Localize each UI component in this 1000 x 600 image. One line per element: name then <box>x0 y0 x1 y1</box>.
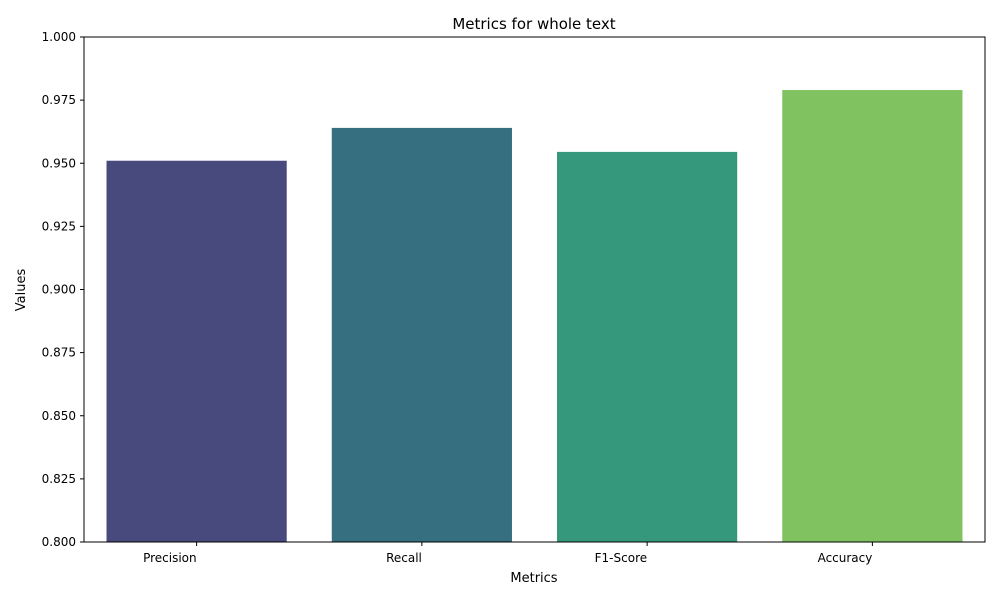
bar-f1-score <box>557 151 738 542</box>
y-tick-label: 1.000 <box>42 30 76 44</box>
x-tick-label: F1-Score <box>595 551 647 565</box>
y-tick-label: 0.875 <box>42 346 76 360</box>
y-tick-label: 0.850 <box>42 409 76 423</box>
x-axis-label: Metrics <box>510 571 557 586</box>
bars-layer <box>106 90 963 543</box>
x-tick-label: Recall <box>386 551 422 565</box>
x-tick-label: Accuracy <box>818 551 873 565</box>
y-axis-label: Values <box>14 269 29 312</box>
y-tick-label: 0.975 <box>42 93 76 107</box>
y-tick-label: 0.900 <box>42 283 76 297</box>
bar-accuracy <box>782 90 963 542</box>
y-axis: 0.800 0.825 0.850 0.875 0.900 0.925 0.950 0.975… <box>42 30 84 549</box>
y-tick-label: 0.925 <box>42 219 76 233</box>
x-tick-label: Precision <box>143 551 197 565</box>
y-tick-label: 0.825 <box>42 472 76 486</box>
bar-recall <box>331 127 512 543</box>
y-tick-label: 0.800 <box>42 535 76 549</box>
chart-title: Metrics for whole text <box>452 15 615 33</box>
y-tick-label: 0.950 <box>42 156 76 170</box>
bar-precision <box>106 160 287 543</box>
x-axis: Precision Recall F1-Score Accuracy <box>143 542 873 565</box>
